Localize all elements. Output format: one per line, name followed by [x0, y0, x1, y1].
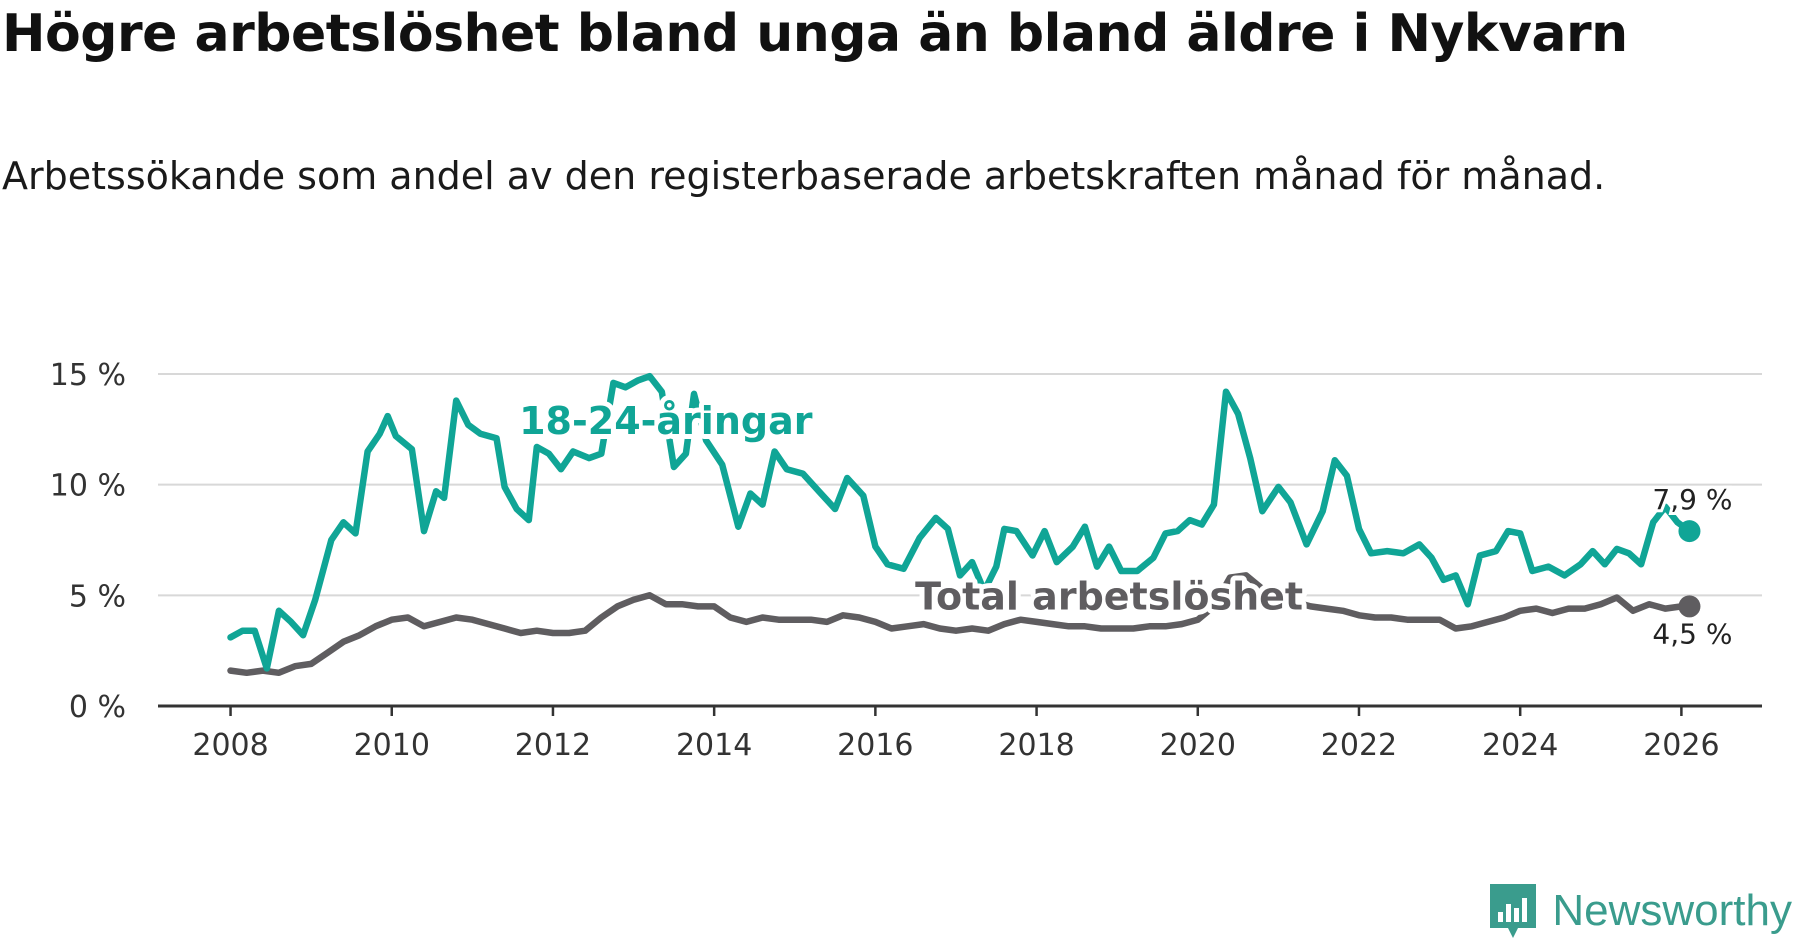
x-tick-label: 2024	[1482, 728, 1558, 763]
x-tick-label: 2016	[837, 728, 913, 763]
y-tick-label: 10 %	[50, 469, 126, 504]
brand-logo: Newsworthy	[1488, 882, 1792, 940]
series-line-total	[227, 572, 1693, 677]
series-label-total: Total arbetslöshet	[915, 575, 1303, 619]
chart-title: Högre arbetslöshet bland unga än bland ä…	[2, 4, 1628, 64]
newsworthy-logo-icon	[1490, 884, 1537, 938]
series-label-youth: 18-24-åringar	[519, 399, 813, 443]
series-lines	[227, 372, 1701, 677]
y-tick-label: 0 %	[69, 690, 126, 725]
x-tick-label: 2008	[192, 728, 268, 763]
end-value-label: 7,9 %	[1652, 483, 1732, 516]
series-end-point	[1678, 520, 1701, 543]
series-line-youth	[227, 372, 1693, 672]
series-labels: 18-24-åringar 7,9 % Total arbetslöshet 4,5 …	[514, 394, 1735, 654]
gridlines	[158, 373, 1762, 597]
x-tick-label: 2012	[515, 728, 591, 763]
end-value-label: 4,5 %	[1652, 617, 1732, 650]
x-tick-label: 2026	[1643, 728, 1719, 763]
y-tick-label: 15 %	[50, 358, 126, 393]
y-tick-label: 5 %	[69, 579, 126, 614]
chart-subtitle: Arbetssökande som andel av den registerb…	[2, 154, 1606, 198]
x-tick-label: 2022	[1321, 728, 1397, 763]
x-tick-label: 2014	[676, 728, 752, 763]
series-end-point	[1678, 595, 1701, 618]
x-tick-label: 2020	[1160, 728, 1236, 763]
brand-name: Newsworthy	[1552, 886, 1792, 935]
axes: 0 % 5 % 10 % 15 % 2008 2010 2012 2014 2016 2018 20…	[50, 358, 1762, 763]
x-tick-label: 2018	[998, 728, 1074, 763]
x-tick-label: 2010	[354, 728, 430, 763]
